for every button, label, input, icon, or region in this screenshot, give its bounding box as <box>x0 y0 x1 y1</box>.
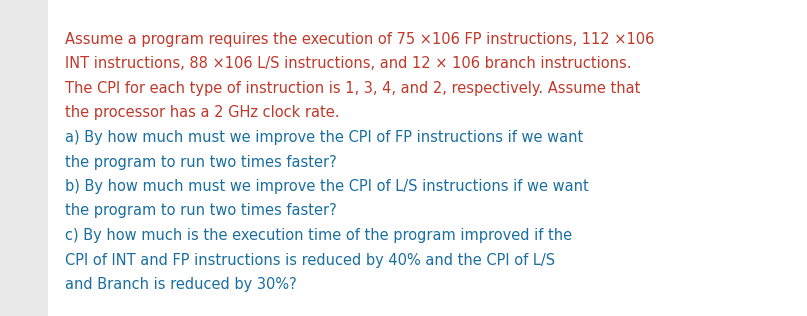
Text: INT instructions, 88 ×106 L/S instructions, and 12 × 106 branch instructions.: INT instructions, 88 ×106 L/S instructio… <box>65 57 632 71</box>
Text: Assume a program requires the execution of 75 ×106 FP instructions, 112 ×106: Assume a program requires the execution … <box>65 32 654 47</box>
Text: the program to run two times faster?: the program to run two times faster? <box>65 155 337 169</box>
Text: and Branch is reduced by 30%?: and Branch is reduced by 30%? <box>65 277 297 292</box>
Text: the program to run two times faster?: the program to run two times faster? <box>65 204 337 218</box>
Text: CPI of INT and FP instructions is reduced by 40% and the CPI of L/S: CPI of INT and FP instructions is reduce… <box>65 252 555 268</box>
Text: The CPI for each type of instruction is 1, 3, 4, and 2, respectively. Assume tha: The CPI for each type of instruction is … <box>65 81 641 96</box>
Text: a) By how much must we improve the CPI of FP instructions if we want: a) By how much must we improve the CPI o… <box>65 130 583 145</box>
Text: b) By how much must we improve the CPI of L/S instructions if we want: b) By how much must we improve the CPI o… <box>65 179 589 194</box>
Text: c) By how much is the execution time of the program improved if the: c) By how much is the execution time of … <box>65 228 572 243</box>
Bar <box>0 0 48 316</box>
Text: the processor has a 2 GHz clock rate.: the processor has a 2 GHz clock rate. <box>65 106 340 120</box>
